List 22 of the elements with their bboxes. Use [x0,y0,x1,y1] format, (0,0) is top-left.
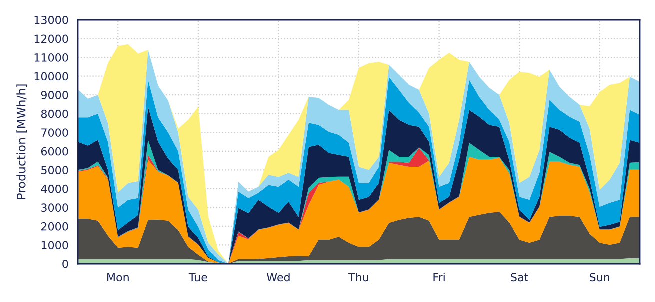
y-tick-label: 7000 [42,128,68,137]
y-tick-label: 0 [62,260,68,268]
y-tick-label: 12000 [34,34,68,44]
x-tick-label: Tue [188,273,208,282]
x-tick-label: Mon [108,273,129,282]
y-tick-label: 8000 [41,110,68,118]
x-tick-label: Sun [590,273,610,282]
y-tick-label: 5000 [42,166,68,175]
y-tick-label: 2000 [42,222,68,231]
y-axis-title: Production [MWh/h] [16,84,28,200]
x-tick-label: Fri [434,273,445,282]
y-tick-label: 6000 [41,147,68,156]
x-tick-label: Thu [348,273,368,282]
y-tick-label: 9000 [41,91,68,100]
y-tick-label: 13000 [34,16,68,24]
y-tick-label: 10000 [34,72,68,81]
x-tick-label: Sat [511,273,528,282]
y-tick-label: 3000 [42,204,68,212]
x-tick-label: Wed [266,273,290,282]
y-tick-label: 4000 [41,184,68,194]
y-tick-label: 1000 [42,241,68,250]
y-tick-label: 11000 [34,54,68,62]
